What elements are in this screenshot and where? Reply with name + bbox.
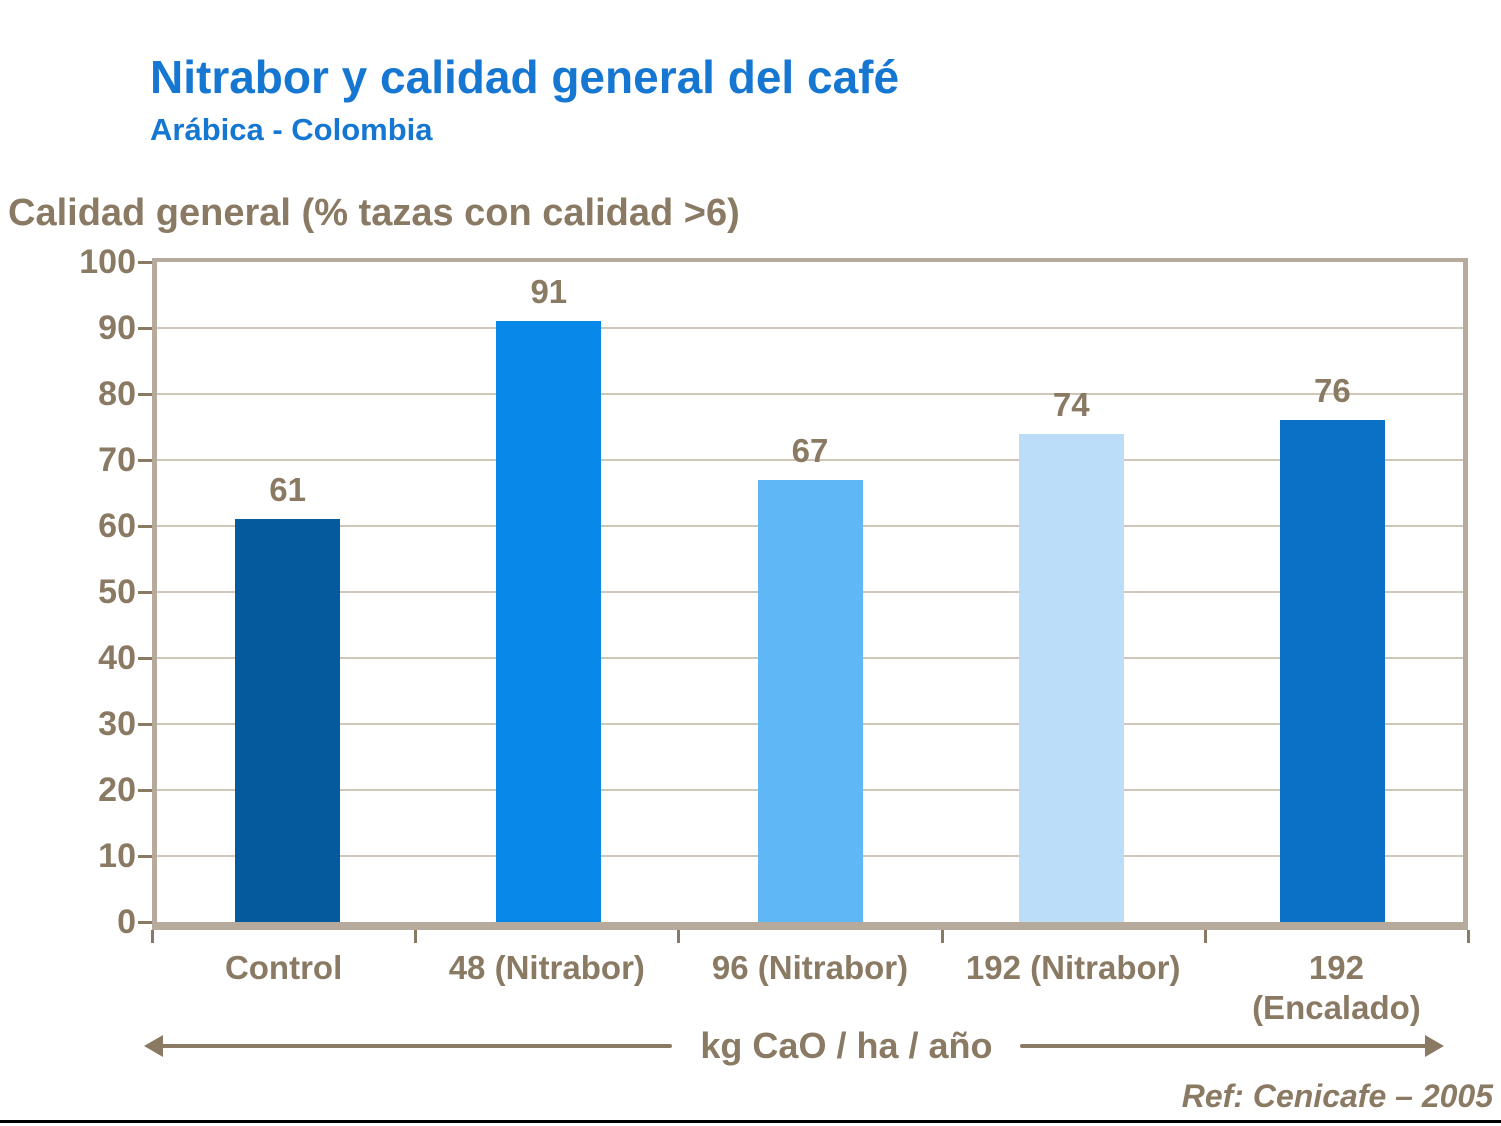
category-label: 96 (Nitrabor) — [711, 949, 909, 986]
y-tick — [138, 921, 152, 924]
category-label: 192 (Nitrabor) — [965, 949, 1181, 986]
y-tick-label: 50 — [98, 573, 136, 611]
slide-subtitle: Arábica - Colombia — [150, 112, 433, 147]
bar-slot: 76 — [1202, 262, 1463, 922]
bar-1: 61 — [235, 471, 341, 922]
y-axis-title: Calidad general (% tazas con calidad >6) — [8, 192, 740, 234]
gridline — [157, 327, 1463, 329]
bar-series: 61 91 67 74 76 — [157, 262, 1463, 922]
y-axis-ticks — [138, 261, 152, 924]
bar-4: 74 — [1018, 386, 1124, 922]
y-tick-label: 40 — [98, 639, 136, 677]
bar-3: 67 — [757, 432, 863, 922]
y-tick — [138, 855, 152, 858]
y-tick-label: 30 — [98, 705, 136, 743]
y-tick-label: 10 — [98, 837, 136, 875]
bar-value-label: 61 — [269, 471, 306, 509]
bar-value-label: 76 — [1314, 372, 1351, 410]
x-tick — [1203, 930, 1207, 943]
title-block: Nitrabor y calidad general del café Aráb… — [150, 50, 899, 148]
bar-slot: 91 — [418, 262, 679, 922]
y-tick — [138, 657, 152, 660]
bar-value-label: 91 — [530, 273, 568, 311]
y-tick — [138, 393, 152, 396]
x-axis-category-labels: Control 48 (Nitrabor) 96 (Nitrabor) 192 (Ni… — [152, 948, 1468, 1028]
gridline — [157, 459, 1463, 461]
y-tick — [138, 789, 152, 792]
bottom-border-line — [0, 1120, 1501, 1123]
y-tick-label: 80 — [98, 375, 136, 413]
y-tick-label: 90 — [98, 309, 136, 347]
y-tick — [138, 459, 152, 462]
y-axis-tick-labels: 0 10 20 30 40 50 60 70 80 90 100 — [0, 243, 136, 941]
y-tick-label: 70 — [98, 441, 136, 479]
slide-title: Nitrabor y calidad general del café — [150, 51, 900, 103]
x-tick — [1467, 930, 1470, 943]
x-tick — [677, 930, 681, 943]
arrow-line-right — [1020, 1035, 1444, 1057]
bar-2: 91 — [496, 273, 602, 922]
y-tick — [138, 525, 152, 528]
bar-5: 76 — [1279, 372, 1385, 922]
y-tick — [138, 723, 152, 726]
x-tick — [151, 930, 154, 943]
x-axis-title: kg CaO / ha / año — [700, 1025, 993, 1066]
y-tick — [138, 261, 152, 264]
y-tick-label: 100 — [79, 243, 136, 281]
y-tick-label: 60 — [98, 507, 136, 545]
y-tick-label: 20 — [98, 771, 136, 809]
x-axis-range-arrow: kg CaO / ha / año — [143, 1025, 1444, 1066]
y-tick-label: 0 — [117, 903, 136, 941]
bar-value-label: 74 — [1052, 385, 1090, 423]
bar-slot: 61 — [157, 262, 418, 922]
x-axis-ticks — [151, 930, 1470, 944]
x-tick — [940, 930, 944, 943]
category-label: 48 (Nitrabor) — [448, 949, 645, 986]
bar-value-label: 67 — [791, 431, 829, 469]
reference-text: Ref: Cenicafe – 2005 — [1181, 1078, 1493, 1114]
y-tick — [138, 327, 152, 330]
category-label: 192 (Encalado) — [1252, 949, 1421, 1026]
bar-slot: 74 — [941, 262, 1202, 922]
plot-area: 61 91 67 74 76 — [152, 258, 1468, 930]
gridline — [157, 393, 1463, 395]
arrow-line-left — [143, 1035, 673, 1057]
category-label: Control — [224, 949, 343, 986]
y-tick — [138, 591, 152, 594]
x-tick — [414, 930, 418, 943]
bar-slot: 67 — [679, 262, 940, 922]
